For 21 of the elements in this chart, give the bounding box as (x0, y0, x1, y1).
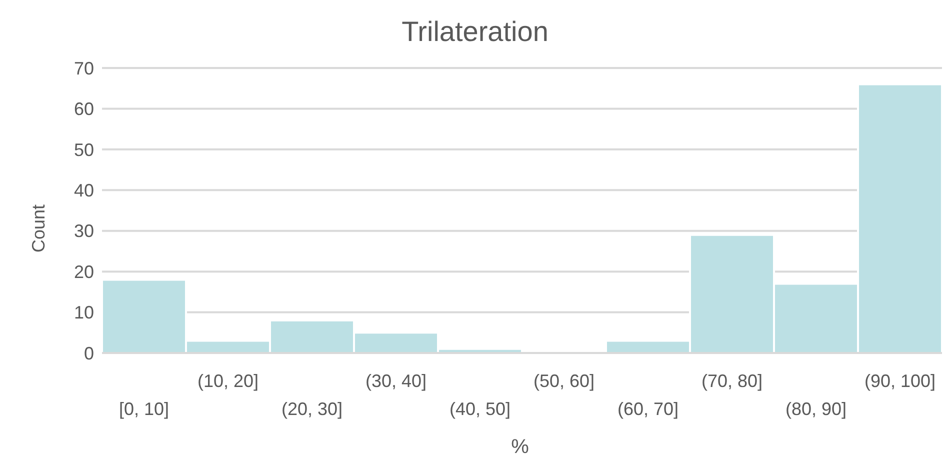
y-tick-label: 10 (74, 302, 94, 323)
x-tick-label: (10, 20] (197, 371, 259, 391)
x-tick-label: (30, 40] (365, 371, 427, 391)
chart-title: Trilateration (400, 16, 550, 48)
x-tick-label: (90, 100] (864, 371, 936, 391)
y-tick-label: 70 (74, 58, 94, 78)
y-tick-label: 0 (84, 343, 94, 364)
y-tick-label: 30 (74, 221, 94, 242)
x-tick-label: (40, 50] (449, 399, 511, 419)
x-tick-label: [0, 10] (118, 399, 170, 419)
y-axis-title: Count (28, 204, 50, 254)
x-tick-label: (80, 90] (785, 399, 847, 419)
x-axis-title: % (510, 436, 530, 459)
x-tick-label: (20, 30] (281, 399, 343, 419)
x-tick-label: (60, 70] (617, 399, 679, 419)
y-tick-label: 40 (74, 180, 94, 201)
y-tick-label: 60 (74, 99, 94, 120)
y-tick-label: 20 (74, 262, 94, 282)
x-tick-label: (70, 80] (701, 371, 763, 391)
y-tick-label: 50 (74, 140, 94, 160)
x-tick-label: (50, 60] (533, 371, 595, 391)
